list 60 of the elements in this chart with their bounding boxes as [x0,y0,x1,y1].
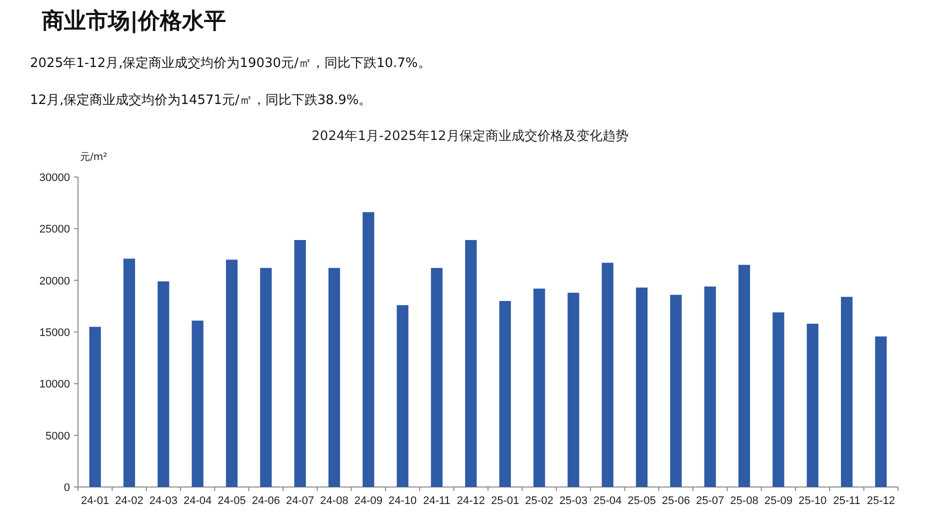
x-tick-label: 24-12 [456,495,485,507]
x-tick-label: 25-07 [696,495,724,507]
bar [226,260,238,487]
bar [362,212,374,487]
bar [875,336,887,487]
bar [806,324,818,487]
bar [499,301,511,487]
x-tick-label: 24-11 [423,495,450,507]
bar [772,312,784,487]
x-tick-label: 24-02 [115,495,144,507]
y-tick-label: 10000 [39,378,70,391]
bar [636,288,648,487]
x-tick-label: 24-07 [286,495,314,507]
y-tick-label: 15000 [39,327,70,339]
bar [192,320,204,487]
bar [738,264,750,487]
bar [465,240,477,487]
y-tick-label: 25000 [39,224,70,236]
bar [430,268,443,487]
bar [396,305,408,487]
bar [158,281,170,487]
bar [260,268,272,487]
x-tick-label: 25-09 [764,495,792,507]
x-tick-label: 24-09 [354,495,382,507]
bar [328,268,340,487]
bar [568,292,580,487]
bar [602,262,614,487]
text: 12月,保定商业成交均价为14571元/㎡，同比下跌38.9%。 [30,92,372,108]
bar [670,294,682,487]
x-tick-label: 25-02 [525,495,554,507]
bar [123,258,136,487]
y-tick-label: 20000 [39,275,70,288]
chart-title: 2024年1月-2025年12月保定商业成交价格及变化趋势 [312,128,628,144]
x-tick-label: 25-08 [730,495,758,507]
x-tick-label: 25-04 [594,495,622,507]
x-tick-label: 24-06 [252,495,280,507]
x-tick-label: 25-03 [559,495,588,507]
bar [89,326,101,487]
x-tick-label: 25-12 [866,495,895,507]
bar [294,240,306,487]
x-tick-label: 24-03 [149,495,178,507]
x-tick-label: 25-10 [798,495,827,507]
x-tick-label: 24-04 [184,495,212,507]
x-tick-label: 24-05 [218,495,246,507]
x-tick-label: 25-05 [628,495,656,507]
x-tick-label: 24-10 [388,495,417,507]
x-tick-label: 24-08 [320,495,348,507]
bar [704,286,716,487]
x-tick-label: 25-01 [491,495,520,507]
bar [533,288,546,487]
y-tick-label: 0 [64,482,70,494]
y-tick-label: 30000 [39,172,70,184]
x-tick-label: 25-11 [833,495,860,507]
text: 商业市场|价格水平 [41,8,226,34]
x-tick-label: 25-06 [662,495,690,507]
text: 2025年1-12月,保定商业成交均价为19030元/㎡，同比下跌10.7%。 [30,55,431,71]
x-tick-label: 24-01 [81,495,110,507]
y-axis-title: 元/m² [80,152,108,163]
bar [840,296,853,487]
y-tick-label: 5000 [46,430,70,442]
